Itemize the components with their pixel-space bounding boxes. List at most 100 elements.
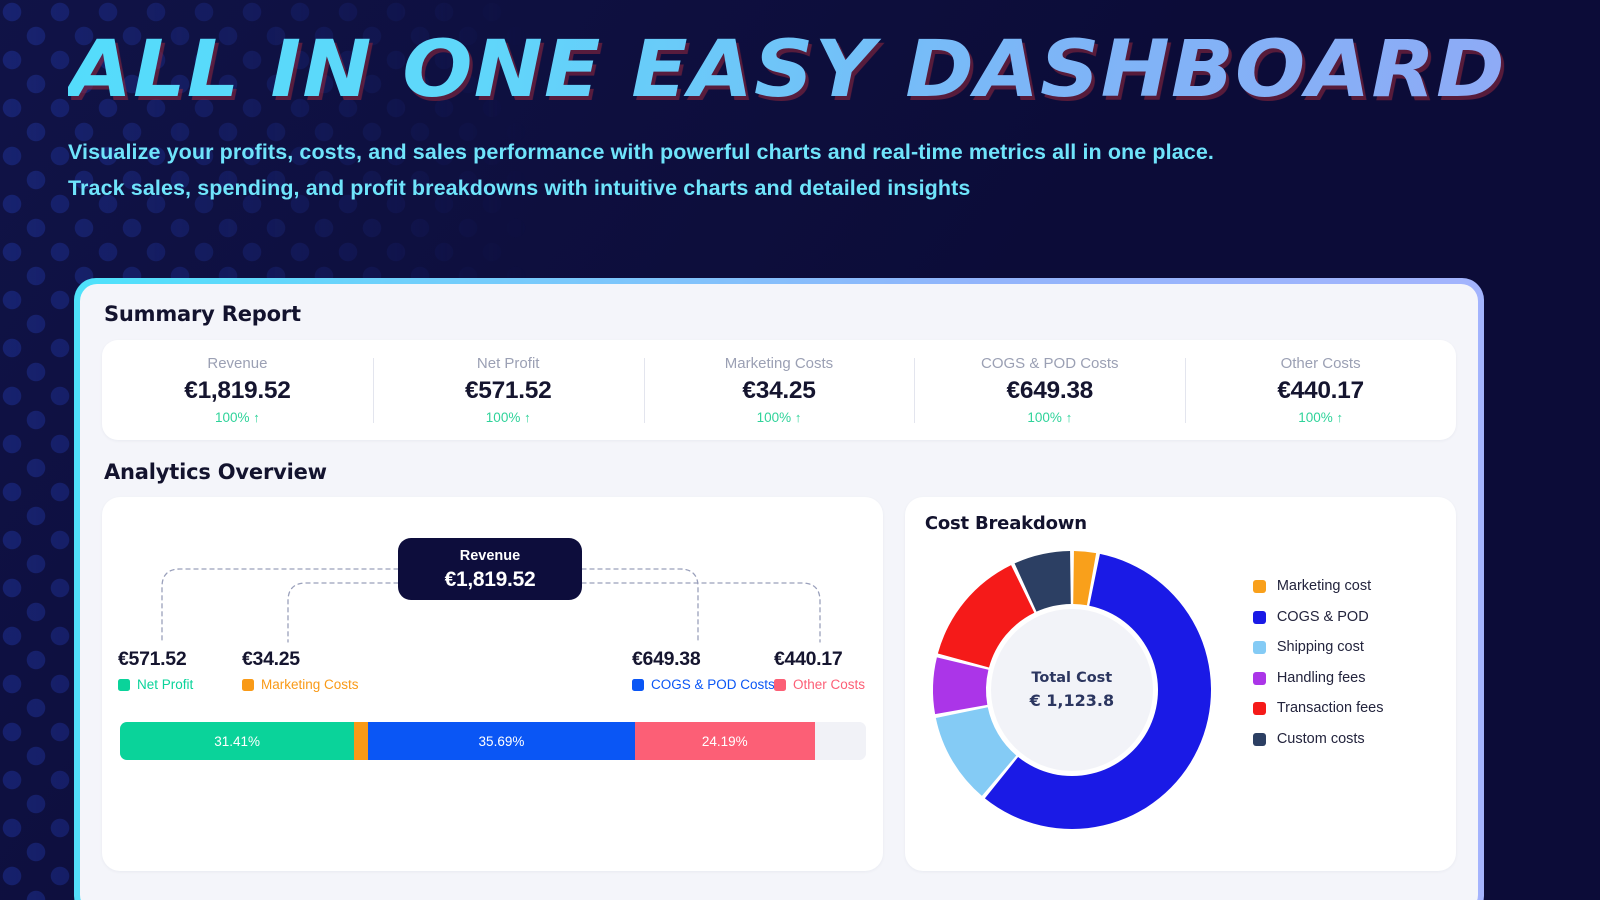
legend-label: Transaction fees <box>1276 700 1384 716</box>
cost-breakdown-panel: Cost Breakdown Total Cost € 1,123.8 Mark… <box>904 497 1456 871</box>
kpi-delta: 100% ↑ <box>652 408 907 427</box>
kpi-label: Net Profit <box>476 354 540 372</box>
kpi-delta: 100% ↑ <box>110 408 365 427</box>
stack-segment: 35.69% <box>368 722 635 760</box>
legend-item[interactable]: Shipping cost <box>1252 638 1384 657</box>
kpi-delta: 100% ↑ <box>1193 408 1448 427</box>
kpi-other-costs[interactable]: Other Costs €440.17 100% ↑ <box>1185 350 1456 431</box>
legend-label: Custom costs <box>1276 730 1365 747</box>
kpi-cogs-pod-costs[interactable]: COGS & POD Costs €649.38 100% ↑ <box>914 350 1185 431</box>
cost-breakdown-donut[interactable] <box>917 535 1227 845</box>
legend-swatch-icon <box>1252 580 1266 593</box>
stack-segment: 31.41% <box>120 722 355 760</box>
flow-connectors <box>161 568 821 643</box>
legend-label: Shipping cost <box>1276 639 1364 655</box>
legend-item[interactable]: Transaction fees <box>1252 699 1384 718</box>
legend-item[interactable]: COGS & POD <box>1252 608 1384 627</box>
legend-swatch-icon <box>1252 641 1266 654</box>
legend-label: COGS & POD <box>1276 608 1369 625</box>
kpi-value: €440.17 <box>1277 376 1364 404</box>
kpi-delta-text: 100% <box>756 409 792 425</box>
page-title: ALL IN ONE EASY DASHBOARD <box>68 28 1600 112</box>
summary-kpi-strip: Revenue €1,819.52 100% ↑ Net Profit €571… <box>102 340 1456 440</box>
donut-slice[interactable] <box>935 707 1017 796</box>
flow-node-amount: €34.25 <box>242 648 300 670</box>
kpi-label: Marketing Costs <box>724 354 834 372</box>
revenue-node-card[interactable]: Revenue €1,819.52 <box>398 538 582 600</box>
flow-node-marketing-costs[interactable]: €34.25 Marketing Costs <box>242 647 359 694</box>
kpi-delta-text: 100% <box>485 409 521 425</box>
marketing-costs-swatch-icon <box>242 679 254 691</box>
flow-node-legend: COGS & POD Costs <box>632 676 775 694</box>
stack-segment: 24.19% <box>634 722 816 760</box>
legend-swatch-icon <box>1252 610 1266 624</box>
donut-slice[interactable] <box>1014 551 1071 612</box>
cost-breakdown-title: Cost Breakdown <box>924 513 1087 534</box>
flow-node-cogs-pod-costs[interactable]: €649.38 COGS & POD Costs <box>632 647 775 694</box>
legend-swatch-icon <box>1252 702 1266 715</box>
flow-node-legend: Net Profit <box>118 676 193 694</box>
summary-report-title: Summary Report <box>104 302 301 326</box>
legend-item[interactable]: Marketing cost <box>1252 577 1384 596</box>
legend-item[interactable]: Handling fees <box>1252 669 1384 688</box>
legend-label: Marketing cost <box>1276 578 1372 594</box>
kpi-value: €571.52 <box>464 376 552 404</box>
hero-subtitle-line-2: Track sales, spending, and profit breakd… <box>68 176 971 200</box>
cost-breakdown-legend: Marketing cost COGS & POD Shipping cost Han… <box>1252 577 1384 749</box>
arrow-up-icon: ↑ <box>794 409 802 425</box>
hero-subtitle: Visualize your profits, costs, and sales… <box>68 134 1518 206</box>
dashboard-frame: Summary Report Revenue €1,819.52 100% ↑ … <box>74 278 1484 900</box>
kpi-marketing-costs[interactable]: Marketing Costs €34.25 100% ↑ <box>643 350 915 431</box>
revenue-node-value: €1,819.52 <box>444 568 536 591</box>
donut-slice[interactable] <box>937 565 1035 668</box>
flow-node-amount: €571.52 <box>118 648 187 670</box>
kpi-delta-text: 100% <box>1027 409 1062 425</box>
dashboard-body: Summary Report Revenue €1,819.52 100% ↑ … <box>80 284 1478 900</box>
stack-segment <box>354 722 369 760</box>
donut-slice[interactable] <box>984 553 1211 829</box>
revenue-flow-panel: Revenue €1,819.52 €571.52 Net Profit €34… <box>102 497 883 871</box>
analytics-panels: Revenue €1,819.52 €571.52 Net Profit €34… <box>102 497 1456 871</box>
arrow-up-icon: ↑ <box>1065 409 1073 425</box>
flow-node-amount: €649.38 <box>632 648 701 670</box>
donut-slice[interactable] <box>1073 551 1096 606</box>
kpi-delta-text: 100% <box>1298 409 1333 425</box>
flow-node-other-costs[interactable]: €440.17 Other Costs <box>774 647 865 694</box>
kpi-delta: 100% ↑ <box>381 408 636 427</box>
net-profit-swatch-icon <box>118 679 130 691</box>
arrow-up-icon: ↑ <box>253 409 260 425</box>
kpi-delta-text: 100% <box>215 409 250 425</box>
other-costs-swatch-icon <box>774 679 786 691</box>
stack-segment <box>815 722 866 760</box>
flow-node-label: COGS & POD Costs <box>651 677 775 692</box>
kpi-label: COGS & POD Costs <box>981 354 1119 372</box>
revenue-node-label: Revenue <box>459 548 521 564</box>
kpi-label: Other Costs <box>1280 354 1361 372</box>
flow-node-net-profit[interactable]: €571.52 Net Profit <box>118 647 193 694</box>
legend-swatch-icon <box>1252 671 1266 685</box>
donut-slice[interactable] <box>932 657 989 715</box>
kpi-label: Revenue <box>207 354 268 372</box>
hero-section: ALL IN ONE EASY DASHBOARD Visualize your… <box>68 28 1518 206</box>
flow-node-legend: Other Costs <box>774 676 865 694</box>
arrow-up-icon: ↑ <box>1336 409 1343 425</box>
flow-node-label: Net Profit <box>137 677 194 692</box>
kpi-value: €1,819.52 <box>184 376 291 404</box>
kpi-value: €649.38 <box>1006 376 1094 404</box>
flow-node-label: Other Costs <box>793 677 866 692</box>
revenue-composition-bar[interactable]: 31.41% 35.69% 24.19% <box>120 722 866 760</box>
flow-node-amount: €440.17 <box>774 648 843 670</box>
cogs-pod-swatch-icon <box>632 679 644 691</box>
hero-subtitle-line-1: Visualize your profits, costs, and sales… <box>68 140 1214 164</box>
analytics-overview-title: Analytics Overview <box>104 460 327 484</box>
kpi-value: €34.25 <box>742 376 816 404</box>
kpi-delta: 100% ↑ <box>922 408 1177 427</box>
arrow-up-icon: ↑ <box>524 409 531 425</box>
legend-label: Handling fees <box>1276 669 1366 686</box>
legend-item[interactable]: Custom costs <box>1252 730 1384 749</box>
kpi-revenue[interactable]: Revenue €1,819.52 100% ↑ <box>102 350 373 431</box>
flow-node-label: Marketing Costs <box>261 677 359 692</box>
flow-node-legend: Marketing Costs <box>242 676 359 694</box>
kpi-net-profit[interactable]: Net Profit €571.52 100% ↑ <box>372 350 644 431</box>
legend-swatch-icon <box>1252 732 1266 746</box>
